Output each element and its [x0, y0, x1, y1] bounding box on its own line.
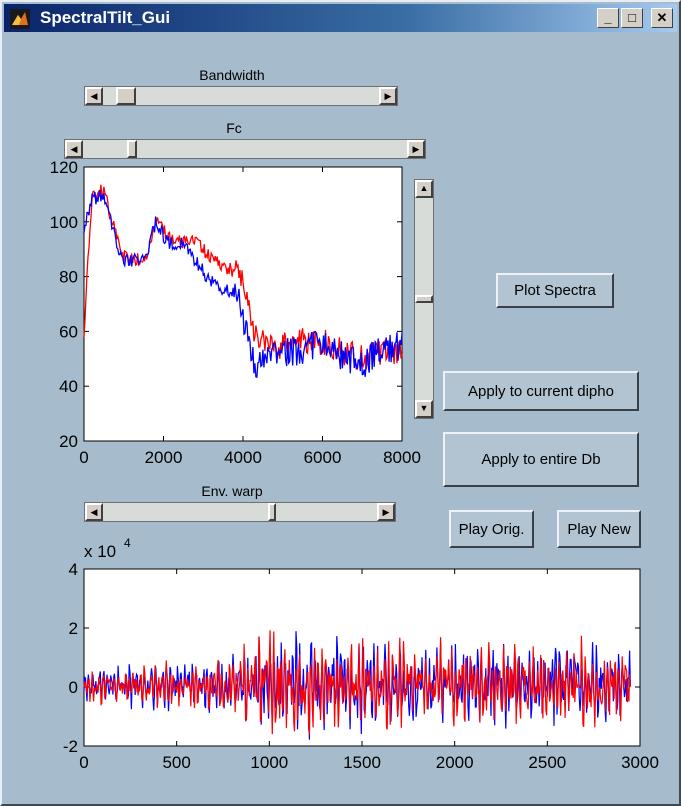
maximize-button[interactable]: □ — [621, 8, 643, 28]
play-new-button[interactable]: Play New — [557, 510, 641, 548]
spectrum-series-line — [83, 189, 403, 379]
window-title: SpectralTilt_Gui — [40, 8, 171, 27]
slider-thumb[interactable] — [415, 295, 433, 303]
slider-thumb[interactable] — [115, 87, 136, 105]
scroll-left-icon[interactable]: ◀ — [65, 140, 83, 158]
waveform-series-line — [83, 630, 631, 735]
slider-thumb[interactable] — [267, 503, 276, 521]
scroll-left-icon[interactable]: ◀ — [85, 87, 103, 105]
x-tick-label: 4000 — [224, 448, 262, 467]
scroll-right-icon[interactable]: ▶ — [379, 87, 397, 105]
x-tick-label: 3000 — [621, 753, 659, 772]
spectrum-chart: 0 2000 4000 6000 8000 20 40 60 80 100 120 — [50, 158, 421, 467]
play-original-button[interactable]: Play Orig. — [449, 510, 534, 548]
minimize-button[interactable]: _ — [597, 8, 619, 28]
plot-area — [83, 166, 403, 442]
y-multiplier-label: x 10 — [84, 542, 116, 561]
slider-thumb[interactable] — [126, 140, 137, 158]
env-warp-label: Env. warp — [201, 483, 263, 499]
close-button[interactable]: ✕ — [651, 8, 673, 28]
x-tick-label: 1000 — [250, 753, 288, 772]
scroll-right-icon[interactable]: ▶ — [407, 140, 425, 158]
scroll-down-icon[interactable]: ▼ — [415, 400, 433, 418]
y-tick-label: 20 — [59, 432, 78, 451]
scroll-up-icon[interactable]: ▲ — [415, 180, 433, 198]
y-tick-label: 80 — [59, 268, 78, 287]
x-tick-label: 8000 — [383, 448, 421, 467]
waveform-series-line — [83, 631, 631, 740]
y-tick-label: 0 — [69, 678, 78, 697]
y-tick-label: 60 — [59, 322, 78, 341]
plot-spectra-button[interactable]: Plot Spectra — [496, 273, 614, 308]
y-tick-label: 100 — [50, 213, 78, 232]
x-tick-label: 6000 — [304, 448, 342, 467]
y-multiplier-exponent: 4 — [124, 537, 131, 550]
x-tick-label: 0 — [79, 753, 88, 772]
bandwidth-slider[interactable]: ◀ ▶ — [84, 86, 398, 106]
x-tick-label: 500 — [162, 753, 190, 772]
x-tick-label: 1500 — [343, 753, 381, 772]
y-tick-label: 2 — [69, 619, 78, 638]
scroll-right-icon[interactable]: ▶ — [377, 503, 395, 521]
fc-label: Fc — [226, 120, 242, 136]
bandwidth-label: Bandwidth — [199, 67, 265, 83]
scroll-left-icon[interactable]: ◀ — [85, 503, 103, 521]
x-tick-label: 2000 — [145, 448, 183, 467]
apply-entire-db-button[interactable]: Apply to entire Db — [443, 432, 639, 487]
y-tick-label: 120 — [50, 158, 78, 177]
fc-slider[interactable]: ◀ ▶ — [64, 139, 426, 159]
matlab-logo-icon — [10, 9, 30, 29]
spectrum-vertical-slider[interactable]: ▲ ▼ — [414, 179, 434, 419]
x-tick-label: 2000 — [436, 753, 474, 772]
y-tick-label: 4 — [69, 560, 78, 579]
title-bar[interactable]: SpectralTilt_Gui _ □ ✕ — [4, 4, 677, 32]
y-tick-label: -2 — [63, 737, 78, 756]
x-tick-label: 2500 — [528, 753, 566, 772]
env-warp-slider[interactable]: ◀ ▶ — [84, 502, 396, 522]
apply-current-dipho-button[interactable]: Apply to current dipho — [443, 371, 639, 411]
x-tick-label: 0 — [79, 448, 88, 467]
y-tick-label: 40 — [59, 377, 78, 396]
